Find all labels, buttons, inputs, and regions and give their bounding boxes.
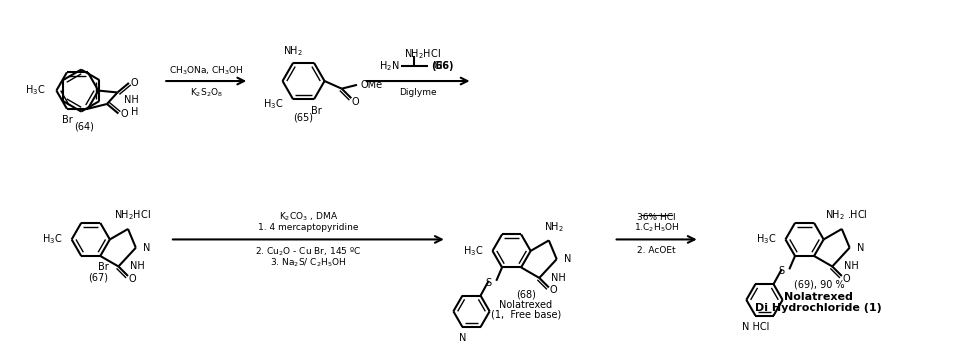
Text: H$_3$C: H$_3$C [25,84,45,98]
Text: NH$_2$HCl: NH$_2$HCl [115,209,151,223]
Text: 3. Na$_2$S/ C$_2$H$_5$OH: 3. Na$_2$S/ C$_2$H$_5$OH [270,256,346,269]
Text: O: O [120,109,128,119]
Text: N: N [857,243,865,253]
Text: H$_3$C: H$_3$C [756,233,776,246]
Text: Nolatrexed: Nolatrexed [785,292,853,302]
Text: 36% HCl: 36% HCl [637,213,676,222]
Text: Br: Br [97,263,109,273]
Text: (64): (64) [74,122,94,132]
Text: NH$_2$: NH$_2$ [544,220,564,234]
Text: NH: NH [844,262,859,272]
Text: NH$_2$HCl: NH$_2$HCl [404,47,442,61]
Text: CH$_3$ONa, CH$_3$OH: CH$_3$ONa, CH$_3$OH [169,64,244,77]
Text: H$_2$N: H$_2$N [379,59,399,73]
Text: H$_3$C: H$_3$C [463,244,483,258]
Text: Di Hydrochloride (1): Di Hydrochloride (1) [756,303,882,313]
Text: (1,  Free base): (1, Free base) [491,310,561,320]
Text: Cl: Cl [434,61,442,71]
Text: N: N [564,254,572,264]
Text: NH: NH [130,262,145,272]
Text: NH$_2$ .HCl: NH$_2$ .HCl [825,209,868,223]
Text: O: O [129,274,137,284]
Text: H: H [131,107,139,117]
Text: K$_2$CO$_3$ , DMA: K$_2$CO$_3$ , DMA [279,210,338,223]
Text: 1. 4 mercaptopyridine: 1. 4 mercaptopyridine [258,223,359,231]
Text: (68): (68) [516,290,536,300]
Text: S: S [779,266,785,276]
Text: NH$_2$: NH$_2$ [283,45,303,58]
Text: 2. Cu$_2$O - Cu Br, 145 ºC: 2. Cu$_2$O - Cu Br, 145 ºC [255,246,362,258]
Text: H$_3$C: H$_3$C [41,233,62,246]
Text: Diglyme: Diglyme [399,88,437,97]
Text: OMe: OMe [361,80,383,90]
Text: O: O [549,285,557,295]
Text: (69), 90 %: (69), 90 % [793,279,844,289]
Text: (65): (65) [294,112,313,122]
Text: 2. AcOEt: 2. AcOEt [637,246,676,255]
Text: Nolatrexed: Nolatrexed [499,300,552,310]
Text: Br: Br [310,106,321,116]
Text: N: N [459,334,467,344]
Text: O: O [131,78,139,88]
Text: NH: NH [123,95,139,105]
Text: K$_2$S$_2$O$_8$: K$_2$S$_2$O$_8$ [190,86,223,99]
Text: (67): (67) [89,273,108,283]
Text: NH: NH [550,273,566,283]
Text: O: O [351,97,359,107]
Text: Br: Br [62,115,72,125]
Text: N HCl: N HCl [741,322,769,332]
Text: N: N [144,243,150,253]
Text: S: S [486,278,492,288]
Text: (66): (66) [431,61,453,71]
Text: 1.C$_2$H$_5$OH: 1.C$_2$H$_5$OH [634,222,680,234]
Text: H$_3$C: H$_3$C [263,97,283,111]
Text: O: O [843,274,850,284]
